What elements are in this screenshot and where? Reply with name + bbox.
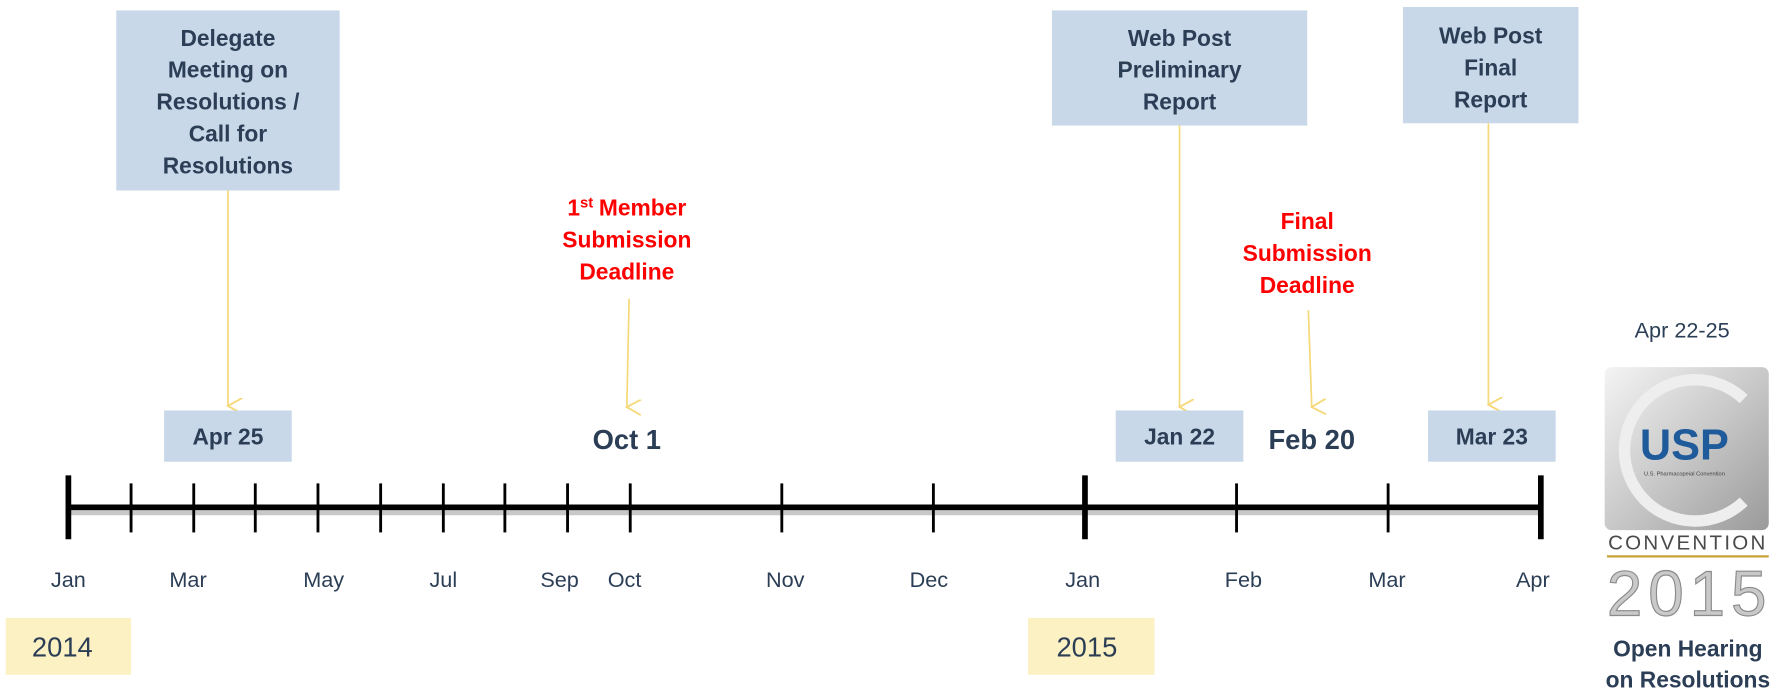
date-box xyxy=(1115,410,1244,462)
event-text: Delegate xyxy=(180,25,275,51)
event-text: Report xyxy=(1454,86,1528,112)
month-label: Nov xyxy=(766,567,805,592)
month-labels: Jan Mar May Jul Sep Oct Nov Dec Jan Feb … xyxy=(51,567,1550,592)
month-label: Dec xyxy=(910,567,949,592)
month-label: Mar xyxy=(1368,567,1405,592)
event-text: Call for xyxy=(189,120,268,146)
event-text: Submission xyxy=(562,226,691,252)
event-text: Web Post xyxy=(1128,25,1232,51)
date-label: Feb 20 xyxy=(1268,424,1355,455)
year-label: 2015 xyxy=(1056,632,1117,663)
date-label: Oct 1 xyxy=(593,424,661,455)
event-text: Deadline xyxy=(1260,272,1355,298)
month-label: Apr xyxy=(1516,567,1550,592)
month-label: Jan xyxy=(1065,567,1100,592)
month-label: May xyxy=(303,567,344,592)
year-label: 2014 xyxy=(32,632,93,663)
event-text: Report xyxy=(1143,89,1217,115)
event-text-part: Member xyxy=(599,195,686,221)
ordinal: 1 xyxy=(567,195,580,221)
logo-year: 2015 xyxy=(1607,558,1767,630)
month-label: Oct xyxy=(608,567,642,592)
event-text: Deadline xyxy=(579,258,674,284)
logo-arc xyxy=(1618,374,1748,527)
event-text: Submission xyxy=(1243,240,1372,266)
convention-dates: Apr 22-25 xyxy=(1635,318,1730,343)
logo-word: CONVENTION xyxy=(1608,532,1765,555)
event-text: Final xyxy=(1464,54,1517,80)
date-label: Mar 23 xyxy=(1456,424,1528,450)
ticks xyxy=(65,475,1544,540)
event-text: Final xyxy=(1281,208,1334,234)
date-box xyxy=(164,410,292,462)
ordinal-suffix: st xyxy=(580,196,593,212)
month-label: Sep xyxy=(540,567,579,592)
event-text: Resolutions / xyxy=(156,89,300,115)
year-box xyxy=(5,617,132,675)
logo-band xyxy=(1606,531,1769,555)
year-box xyxy=(1027,617,1155,675)
month-label: Mar xyxy=(169,567,206,592)
event-text: Resolutions xyxy=(163,152,293,178)
logo-org: U.S. Pharmacopeial Convention xyxy=(1644,471,1725,477)
logo-name: USP xyxy=(1640,421,1729,469)
month-label: Feb xyxy=(1225,567,1262,592)
date-box xyxy=(1428,410,1556,462)
date-label: Jan 22 xyxy=(1144,424,1215,450)
event-text: Web Post xyxy=(1439,22,1543,48)
date-label: Apr 25 xyxy=(192,424,263,450)
month-label: Jan xyxy=(51,567,86,592)
convention-caption: on Resolutions xyxy=(1606,666,1771,691)
event-text: Preliminary xyxy=(1118,57,1242,83)
month-label: Jul xyxy=(429,567,457,592)
convention-caption: Open Hearing xyxy=(1613,636,1762,662)
arrow xyxy=(1307,310,1311,407)
event-text: Meeting on xyxy=(168,57,288,83)
logo: USP U.S. Pharmacopeial Convention CONVEN… xyxy=(1604,367,1769,630)
event-text: 1st Member xyxy=(567,195,686,221)
arrow xyxy=(627,298,629,407)
event-box xyxy=(1051,10,1308,126)
event-box xyxy=(116,10,340,191)
event-box xyxy=(1402,7,1579,124)
